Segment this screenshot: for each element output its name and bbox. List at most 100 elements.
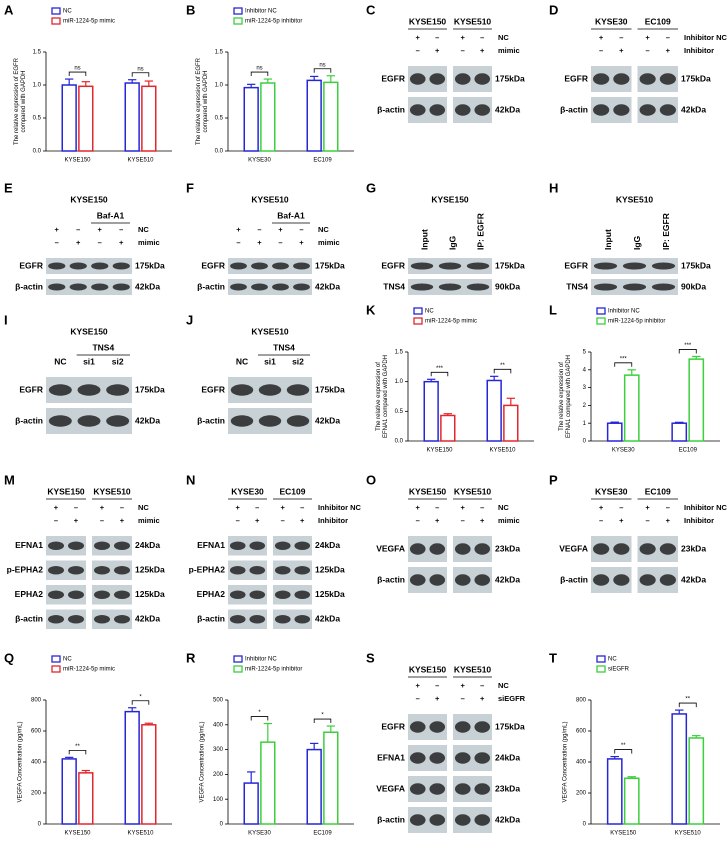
condition-mark: + xyxy=(619,46,624,55)
band xyxy=(94,590,110,600)
significance-bracket xyxy=(430,371,449,377)
band xyxy=(249,590,266,600)
band xyxy=(409,783,426,795)
cell-line-label: KYSE510 xyxy=(93,486,131,496)
error-bar xyxy=(610,755,619,759)
band xyxy=(409,752,426,764)
band xyxy=(229,614,246,624)
error-bar xyxy=(65,756,74,759)
condition-mark: + xyxy=(645,33,650,42)
band xyxy=(659,104,676,116)
band xyxy=(429,73,446,85)
condition-name: siEGFR xyxy=(498,694,526,703)
lane-label: Input xyxy=(419,229,429,250)
y-tick-label: 0.5 xyxy=(395,409,404,415)
y-tick-label: 1 xyxy=(583,421,587,427)
condition-name: NC xyxy=(138,503,149,512)
condition-name: mimic xyxy=(138,238,160,247)
condition-mark: + xyxy=(435,46,440,55)
legend-label: Inhibitor NC xyxy=(608,309,640,315)
treatment-label: Baf-A1 xyxy=(97,210,125,220)
bar xyxy=(623,374,640,442)
band xyxy=(272,262,289,270)
band xyxy=(622,283,647,291)
panel-label: J xyxy=(186,312,193,327)
bar xyxy=(440,414,456,442)
panel: T NC siEGFR VEGFA Concentration (pg/mL) 0 200… xyxy=(549,650,720,837)
molecular-weight: 175kDa xyxy=(315,384,345,394)
condition-name: mimic xyxy=(138,516,160,525)
molecular-weight: 42kDa xyxy=(135,415,160,425)
band xyxy=(474,543,491,555)
y-tick-label: 1.5 xyxy=(215,50,224,56)
significance-bracket xyxy=(131,72,150,77)
band xyxy=(258,384,282,396)
y-tick-label: 3 xyxy=(583,385,587,391)
condition-mark: – xyxy=(480,503,484,512)
condition-mark: – xyxy=(236,238,240,247)
panel: B Inhibitor NC miR-1224-5p inhibitor The re… xyxy=(186,2,354,164)
condition-mark: – xyxy=(619,33,623,42)
protein-name: EGFR xyxy=(201,260,225,270)
band xyxy=(68,565,84,575)
condition-mark: – xyxy=(666,33,670,42)
condition-mark: – xyxy=(435,681,439,690)
blot-title: KYSE510 xyxy=(251,194,289,204)
band xyxy=(286,384,310,396)
protein-name: β-actin xyxy=(377,574,405,584)
condition-mark: – xyxy=(55,238,59,247)
band xyxy=(622,262,647,270)
band xyxy=(114,590,130,600)
band xyxy=(249,541,266,551)
band xyxy=(454,783,471,795)
condition-name: Inhibitor NC xyxy=(318,503,361,512)
panel-label: B xyxy=(186,2,195,17)
band xyxy=(593,73,610,85)
panel-label: K xyxy=(366,302,376,317)
condition-mark: – xyxy=(416,46,420,55)
band xyxy=(274,541,291,551)
y-tick-label: 0.0 xyxy=(215,149,224,155)
band xyxy=(249,614,266,624)
condition-name: NC xyxy=(498,681,509,690)
band xyxy=(409,721,426,733)
panel-label: T xyxy=(549,650,557,665)
molecular-weight: 175kDa xyxy=(495,73,525,83)
condition-mark: – xyxy=(666,503,670,512)
blot-title: KYSE150 xyxy=(431,194,469,204)
y-axis-label: EFNA1 compared with GAPDH xyxy=(566,355,572,438)
significance-bracket xyxy=(678,349,697,354)
band xyxy=(293,262,310,270)
condition-mark: – xyxy=(599,516,603,525)
bar xyxy=(688,737,705,825)
membrane xyxy=(228,258,312,274)
condition-mark: – xyxy=(98,238,102,247)
bar xyxy=(61,84,77,152)
panel: J KYSE510 TNS4 NC si1 si2 EGFR 175kDa β-actin 42k… xyxy=(186,312,345,434)
panel: P KYSE30 EC109 + – + – Inhibitor NC – + – + Inhibito… xyxy=(549,472,727,593)
legend-label: siEGFR xyxy=(608,667,630,673)
protein-name: EPHA2 xyxy=(197,589,226,599)
membrane xyxy=(228,609,267,629)
band xyxy=(48,283,66,291)
cell-line-label: KYSE150 xyxy=(409,16,447,26)
error-bar xyxy=(326,725,335,733)
legend-label: miR-1224-5p mimic xyxy=(63,19,115,25)
significance-bracket xyxy=(250,71,269,77)
bar xyxy=(671,422,688,442)
significance-bracket xyxy=(678,702,697,708)
membrane xyxy=(228,560,267,580)
membrane xyxy=(273,609,312,629)
protein-name: EGFR xyxy=(201,384,225,394)
membrane xyxy=(46,536,86,556)
band xyxy=(474,783,491,795)
error-bar xyxy=(674,709,684,714)
condition-mark: + xyxy=(480,516,485,525)
bar xyxy=(141,85,157,152)
band xyxy=(286,415,310,427)
significance-label: ns xyxy=(319,62,325,68)
condition-name: NC xyxy=(498,33,509,42)
bar xyxy=(306,79,322,152)
band xyxy=(409,574,426,586)
membrane xyxy=(228,536,267,556)
